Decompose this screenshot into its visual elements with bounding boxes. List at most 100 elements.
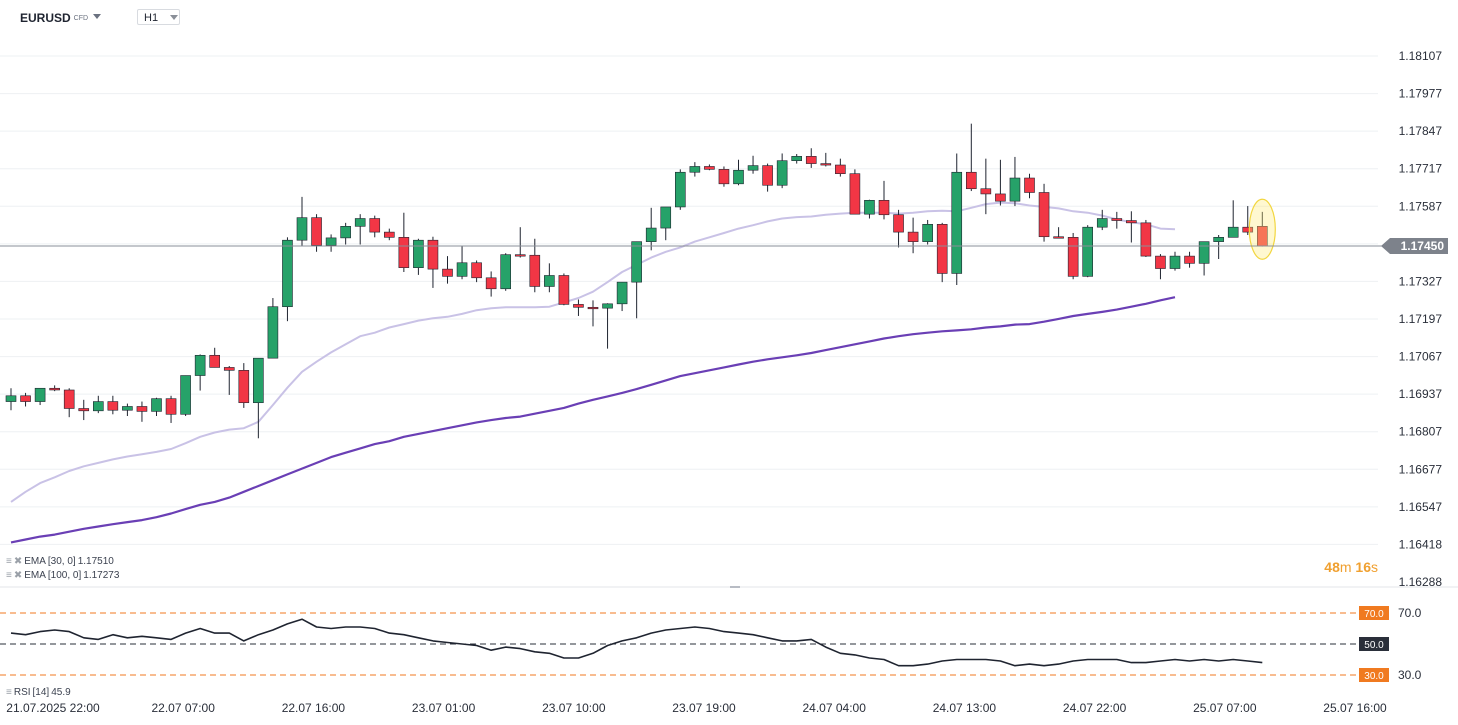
symbol-chevron-down-icon[interactable] (93, 14, 101, 19)
candle (1067, 232, 1079, 280)
candle (907, 217, 919, 254)
candle (107, 395, 119, 415)
candle-body (1053, 236, 1064, 239)
time-tick-label: 23.07 01:00 (412, 701, 476, 715)
candle (1009, 156, 1021, 207)
candle-body (209, 354, 220, 368)
candle-body (1082, 226, 1093, 277)
candle (34, 387, 46, 406)
candle-body (1009, 177, 1021, 202)
symbol-selector[interactable]: EURUSD CFD (20, 11, 88, 25)
candle (660, 206, 672, 241)
candle (980, 158, 992, 215)
candle-body (631, 241, 642, 283)
candle (456, 245, 468, 280)
candle-body (602, 303, 613, 309)
candle (1242, 206, 1254, 235)
time-tick-label: 23.07 19:00 (672, 701, 736, 715)
candle-body (704, 166, 715, 170)
candle-body (136, 406, 148, 412)
rsi-params: [14] (32, 687, 50, 698)
candle (1082, 225, 1093, 278)
ema30-value: 1.17510 (77, 556, 114, 567)
candle-body (718, 169, 730, 185)
rsi-tick-label: 30.0 (1398, 668, 1422, 682)
candle (1198, 241, 1210, 276)
candle-body (311, 217, 322, 246)
candle-body (1184, 255, 1195, 264)
candle-body (674, 171, 686, 208)
candle-body (78, 408, 90, 412)
candle (340, 222, 351, 245)
candle (1126, 211, 1137, 243)
candle-body (180, 375, 191, 415)
candle (49, 385, 60, 392)
candle-body (936, 223, 948, 274)
candle-body (820, 163, 832, 166)
candle (587, 300, 599, 327)
time-tick-label: 21.07.2025 22:00 (6, 701, 100, 715)
candle-body (689, 166, 701, 173)
candle-body (951, 171, 963, 274)
candle-body (413, 239, 424, 268)
candle-body (776, 160, 788, 186)
candle (1038, 183, 1050, 242)
timeframe-chevron-down-icon (170, 15, 178, 20)
candle (253, 357, 264, 439)
ema30-line (10, 201, 1176, 503)
candle (442, 256, 453, 284)
candle (747, 155, 759, 174)
candle-body (223, 367, 235, 371)
candle (78, 399, 90, 421)
candle-body (471, 262, 482, 279)
candle (878, 180, 890, 220)
candle-body (1067, 237, 1079, 277)
ema30-path (10, 201, 1176, 503)
menu-icon[interactable]: ≡ (6, 570, 12, 581)
candle-body (791, 156, 803, 161)
symbol-name: EURUSD (20, 11, 71, 25)
countdown-minutes: 48 (1324, 559, 1340, 575)
price-tick-label: 1.16937 (1399, 387, 1443, 401)
candle (718, 166, 730, 187)
candle-body (893, 214, 904, 233)
candle (427, 236, 439, 288)
candle (1024, 173, 1035, 199)
price-tick-label: 1.16677 (1399, 462, 1443, 476)
timeframe-select[interactable]: H1 (137, 9, 180, 25)
candle (762, 163, 773, 192)
close-icon[interactable]: ✖ (13, 570, 23, 581)
candle (995, 159, 1006, 206)
current-price-badge (1381, 237, 1448, 254)
candle (922, 219, 933, 245)
candle-body (442, 268, 453, 277)
price-tick-label: 1.17197 (1399, 312, 1443, 326)
candle-body (93, 401, 104, 412)
candle-body (5, 395, 17, 402)
menu-icon[interactable]: ≡ (6, 687, 12, 698)
candle (485, 271, 497, 297)
candle (165, 395, 177, 423)
candle-body (762, 165, 773, 186)
candle-body (1096, 218, 1108, 228)
price-axis: 1.18107 1.17977 1.17847 1.17717 1.17587 1.174… (0, 49, 1448, 589)
countdown-seconds-unit: s (1371, 559, 1378, 575)
timeframe-value: H1 (144, 12, 159, 24)
candle-body (107, 401, 119, 411)
close-icon[interactable]: ✖ (13, 556, 23, 567)
candle-body (544, 275, 555, 287)
candle (835, 158, 846, 177)
candle-body (587, 306, 599, 310)
candle-body (20, 395, 31, 402)
candle-body (980, 188, 992, 195)
candle-body (1126, 220, 1137, 224)
candle-body (383, 231, 395, 238)
candle (689, 162, 701, 177)
menu-icon[interactable]: ≡ (6, 556, 12, 567)
candle-body (849, 173, 861, 215)
candle (369, 215, 381, 238)
candle (1227, 200, 1239, 238)
candle (1053, 227, 1064, 239)
candle-body (456, 262, 468, 277)
